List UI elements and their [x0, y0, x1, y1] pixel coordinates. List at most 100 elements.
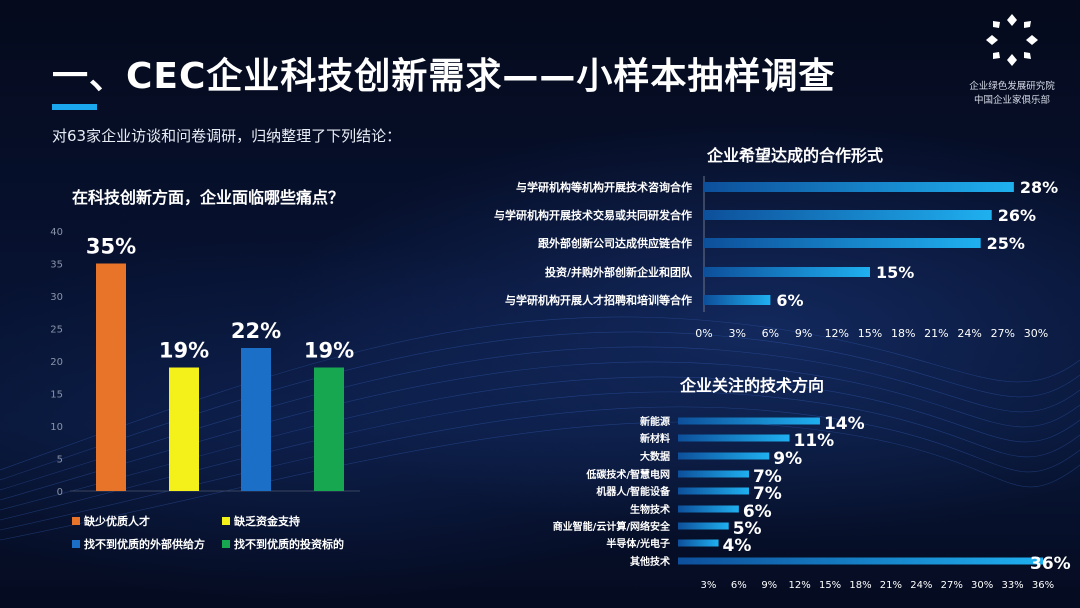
bar-value-label: 22% — [231, 319, 281, 343]
x-tick-label: 3% — [728, 327, 745, 340]
bar-value-label: 26% — [998, 206, 1036, 225]
x-tick-label: 18% — [849, 580, 871, 591]
bar — [704, 267, 870, 277]
bar-value-label: 4% — [723, 536, 752, 556]
category-label: 低碳技术/智慧电网 — [585, 468, 670, 481]
chart-title: 企业希望达成的合作形式 — [706, 146, 883, 165]
bar-value-label: 7% — [753, 484, 782, 504]
x-tick-label: 3% — [700, 580, 716, 591]
x-tick-label: 21% — [924, 327, 948, 340]
x-tick-label: 24% — [957, 327, 981, 340]
category-label: 与学研机构开展人才招聘和培训等合作 — [505, 293, 692, 307]
org-name: 企业绿色发展研究院 中国企业家俱乐部 — [962, 80, 1062, 108]
y-tick-label: 10 — [50, 422, 63, 433]
bar — [678, 505, 739, 513]
org-name-line1: 企业绿色发展研究院 — [969, 81, 1055, 92]
category-label: 跟外部创新公司达成供应链合作 — [538, 236, 692, 250]
category-label: 与学研机构开展技术交易或共同研发合作 — [494, 208, 692, 222]
bar-value-label: 19% — [159, 339, 209, 363]
bar — [678, 522, 729, 530]
page-subtitle: 对63家企业访谈和问卷调研，归纳整理了下列结论： — [52, 127, 402, 145]
bar — [678, 539, 719, 547]
legend-label: 找不到优质的外部供给方 — [84, 537, 205, 551]
category-label: 新材料 — [640, 432, 670, 445]
x-tick-label: 30% — [1024, 327, 1048, 340]
category-label: 半导体/光电子 — [606, 537, 670, 550]
bar-value-label: 6% — [743, 502, 772, 522]
y-tick-label: 35 — [50, 260, 63, 271]
x-tick-label: 18% — [891, 327, 915, 340]
legend-swatch — [72, 517, 80, 525]
bar-value-label: 25% — [987, 234, 1025, 253]
bar-value-label: 11% — [794, 431, 835, 451]
bar — [704, 210, 992, 220]
x-tick-label: 33% — [1001, 580, 1023, 591]
bar — [678, 452, 770, 460]
bar-value-label: 36% — [1030, 554, 1071, 574]
org-logo-icon — [986, 14, 1038, 66]
category-label: 机器人/智能设备 — [596, 485, 671, 498]
legend-label: 找不到优质的投资标的 — [234, 537, 344, 551]
legend-label: 缺少优质人才 — [83, 514, 150, 528]
x-tick-label: 36% — [1032, 580, 1054, 591]
bar-value-label: 19% — [304, 339, 354, 363]
category-label: 商业智能/云计算/网络安全 — [553, 520, 671, 533]
category-label: 生物技术 — [630, 503, 670, 516]
x-tick-label: 9% — [761, 580, 777, 591]
x-tick-label: 9% — [795, 327, 812, 340]
category-label: 与学研机构等机构开展技术咨询合作 — [516, 180, 692, 194]
bar — [704, 295, 771, 305]
y-tick-label: 30 — [50, 292, 63, 303]
legend-swatch — [222, 517, 230, 525]
bar-value-label: 9% — [773, 449, 802, 469]
x-tick-label: 6% — [762, 327, 779, 340]
x-tick-label: 27% — [991, 327, 1015, 340]
bar — [169, 367, 199, 491]
x-tick-label: 0% — [695, 327, 712, 340]
bar — [241, 348, 271, 491]
x-tick-label: 27% — [941, 580, 963, 591]
category-label: 新能源 — [640, 415, 670, 428]
x-tick-label: 15% — [819, 580, 841, 591]
page-title: 一、CEC企业科技创新需求——小样本抽样调查 — [52, 56, 836, 97]
chart-title: 企业关注的技术方向 — [679, 376, 824, 395]
bar — [314, 367, 344, 491]
bar — [678, 470, 749, 478]
bar-value-label: 6% — [776, 291, 803, 310]
y-tick-label: 5 — [57, 455, 63, 466]
x-tick-label: 24% — [910, 580, 932, 591]
bar-value-label: 35% — [86, 235, 136, 259]
x-tick-label: 21% — [880, 580, 902, 591]
y-tick-label: 0 — [57, 487, 63, 498]
category-label: 投资/并购外部创新企业和团队 — [545, 265, 693, 279]
bar-value-label: 5% — [733, 519, 762, 539]
bar-value-label: 15% — [876, 263, 914, 282]
bar — [96, 263, 126, 491]
category-label: 大数据 — [640, 450, 670, 463]
y-tick-label: 40 — [50, 227, 63, 238]
category-label: 其他技术 — [630, 555, 670, 568]
legend-swatch — [72, 540, 80, 548]
legend-swatch — [222, 540, 230, 548]
title-accent-bar — [52, 104, 97, 110]
org-name-line2: 中国企业家俱乐部 — [973, 95, 1050, 106]
y-tick-label: 20 — [50, 357, 63, 368]
x-tick-label: 30% — [971, 580, 993, 591]
y-tick-label: 25 — [50, 325, 63, 336]
bar — [704, 182, 1014, 192]
chart-title: 在科技创新方面，企业面临哪些痛点？ — [72, 188, 344, 207]
bar — [678, 487, 749, 495]
x-tick-label: 12% — [789, 580, 811, 591]
bar-value-label: 7% — [753, 467, 782, 487]
bar — [678, 557, 1043, 565]
x-tick-label: 6% — [731, 580, 747, 591]
legend-label: 缺乏资金支持 — [233, 514, 300, 528]
x-tick-label: 12% — [825, 327, 849, 340]
y-tick-label: 15 — [50, 390, 63, 401]
bar-value-label: 14% — [824, 414, 865, 434]
bar — [678, 417, 820, 425]
x-tick-label: 15% — [858, 327, 882, 340]
